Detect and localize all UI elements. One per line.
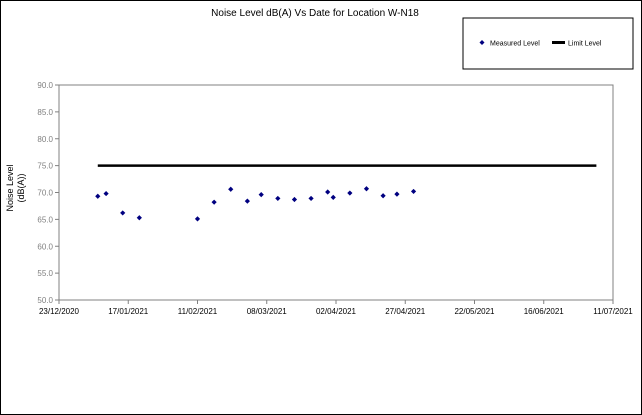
- legend: Measured Level Limit Level: [462, 17, 634, 70]
- data-point: [244, 198, 250, 204]
- x-tick-label: 17/01/2021: [108, 307, 149, 316]
- data-point: [136, 215, 142, 221]
- chart-title: Noise Level dB(A) Vs Date for Location W…: [211, 8, 419, 19]
- y-tick-label: 55.0: [37, 269, 53, 278]
- data-point: [380, 193, 386, 199]
- x-axis: 23/12/2020 17/01/2021 11/02/2021 08/03/2021…: [39, 300, 633, 316]
- data-point: [330, 194, 336, 200]
- y-tick-label: 85.0: [37, 108, 53, 117]
- data-point: [120, 210, 126, 216]
- data-point: [325, 189, 331, 195]
- data-point: [95, 193, 101, 199]
- data-point: [103, 190, 109, 197]
- measured-series: [95, 186, 417, 222]
- data-point: [410, 188, 417, 195]
- y-tick-label: 80.0: [37, 135, 53, 144]
- legend-box: [462, 17, 634, 70]
- x-tick-label: 16/06/2021: [524, 307, 565, 316]
- x-tick-label: 27/04/2021: [385, 307, 426, 316]
- x-tick-label: 11/07/2021: [593, 307, 633, 316]
- plot-area: [58, 84, 614, 301]
- data-point: [308, 195, 314, 202]
- y-tick-label: 50.0: [37, 296, 53, 305]
- data-point: [211, 199, 217, 205]
- data-point: [347, 190, 353, 196]
- y-tick-label: 65.0: [37, 215, 53, 224]
- legend-label-limit: Limit Level: [568, 41, 602, 48]
- data-point: [194, 216, 201, 222]
- x-tick-label: 08/03/2021: [247, 307, 288, 316]
- y-tick-label: 75.0: [37, 162, 53, 171]
- legend-label-measured: Measured Level: [490, 41, 540, 48]
- y-tick-label: 90.0: [37, 81, 53, 90]
- y-axis-label-line2: (dB(A)): [16, 173, 26, 202]
- y-tick-label: 70.0: [37, 189, 53, 198]
- x-tick-label: 23/12/2020: [39, 307, 80, 316]
- data-point: [228, 186, 234, 192]
- y-tick-label: 60.0: [37, 242, 53, 251]
- data-point: [275, 195, 281, 202]
- data-point: [258, 192, 264, 198]
- y-axis-label-line1: Noise Level: [5, 164, 15, 211]
- x-tick-label: 11/02/2021: [178, 307, 218, 316]
- legend-marker-measured: [479, 40, 485, 45]
- x-tick-label: 02/04/2021: [316, 307, 357, 316]
- data-point: [291, 196, 298, 203]
- data-point: [394, 191, 400, 197]
- data-point: [363, 186, 370, 192]
- x-tick-label: 22/05/2021: [454, 307, 495, 316]
- y-axis: 50.0 55.0 60.0 65.0 70.0 75.0 80.0 85.0 90.0: [37, 81, 59, 305]
